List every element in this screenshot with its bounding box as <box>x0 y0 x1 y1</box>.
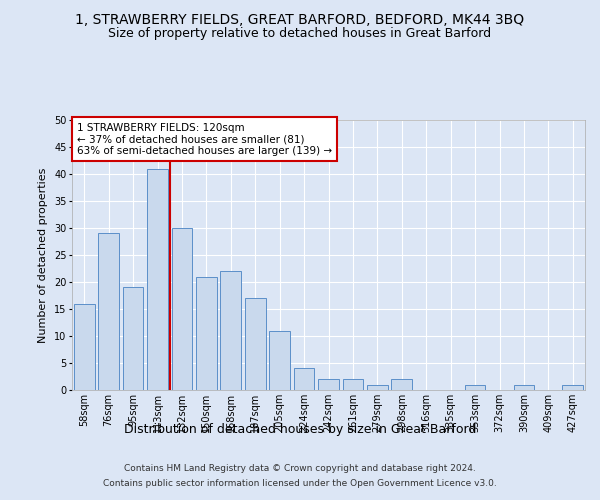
Bar <box>269 330 290 390</box>
Bar <box>562 384 583 390</box>
Bar <box>367 384 388 390</box>
Bar <box>245 298 266 390</box>
Bar <box>196 276 217 390</box>
Bar <box>318 379 339 390</box>
Text: 1, STRAWBERRY FIELDS, GREAT BARFORD, BEDFORD, MK44 3BQ: 1, STRAWBERRY FIELDS, GREAT BARFORD, BED… <box>76 12 524 26</box>
Bar <box>343 379 364 390</box>
Text: Size of property relative to detached houses in Great Barford: Size of property relative to detached ho… <box>109 28 491 40</box>
Bar <box>293 368 314 390</box>
Text: Contains public sector information licensed under the Open Government Licence v3: Contains public sector information licen… <box>103 479 497 488</box>
Bar <box>514 384 535 390</box>
Bar <box>220 271 241 390</box>
Bar <box>147 168 168 390</box>
Bar <box>74 304 95 390</box>
Bar <box>122 288 143 390</box>
Bar <box>391 379 412 390</box>
Text: 1 STRAWBERRY FIELDS: 120sqm
← 37% of detached houses are smaller (81)
63% of sem: 1 STRAWBERRY FIELDS: 120sqm ← 37% of det… <box>77 122 332 156</box>
Y-axis label: Number of detached properties: Number of detached properties <box>38 168 49 342</box>
Text: Contains HM Land Registry data © Crown copyright and database right 2024.: Contains HM Land Registry data © Crown c… <box>124 464 476 473</box>
Bar <box>464 384 485 390</box>
Bar <box>172 228 193 390</box>
Bar <box>98 234 119 390</box>
Text: Distribution of detached houses by size in Great Barford: Distribution of detached houses by size … <box>124 422 476 436</box>
